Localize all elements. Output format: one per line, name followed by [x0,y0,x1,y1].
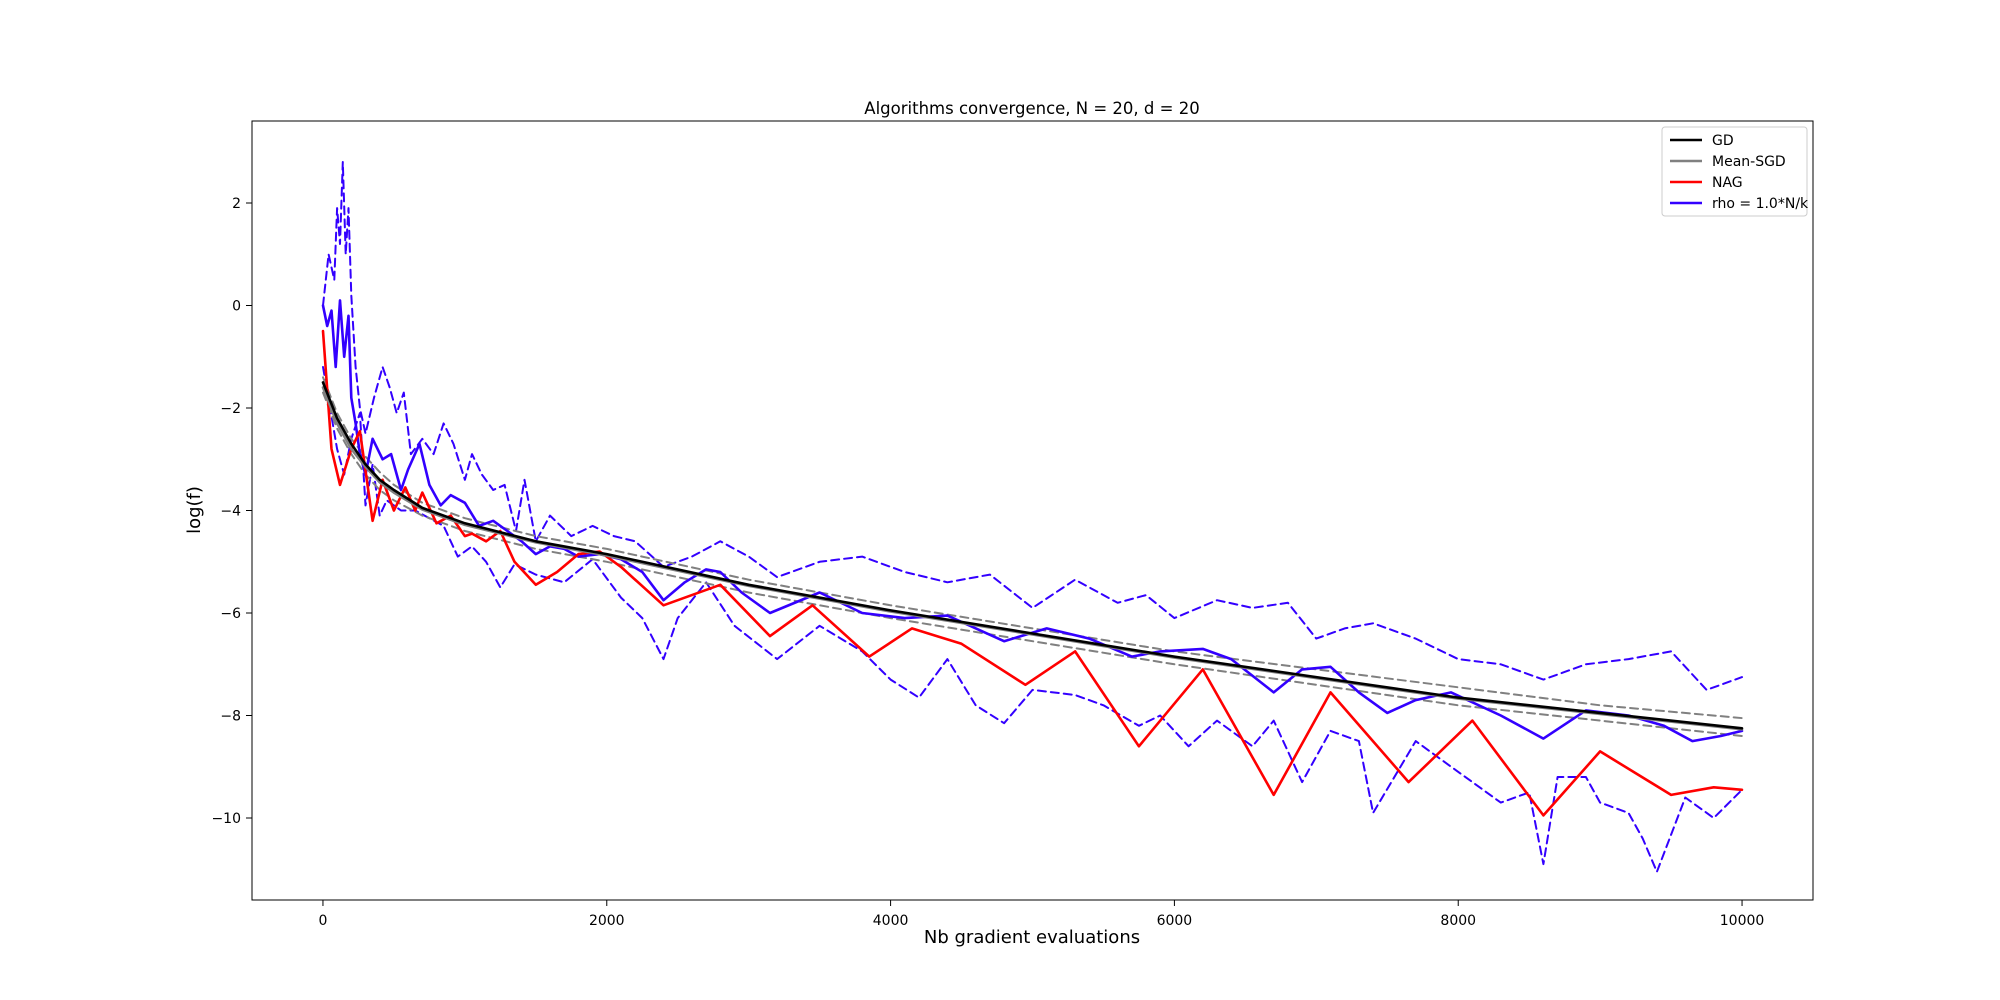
legend: GD Mean-SGD NAG rho = 1.0*N/k [1661,126,1809,217]
y-tick-label: −2 [220,401,241,417]
legend-frame [1661,126,1808,217]
x-tick-label: 6000 [1157,913,1193,929]
x-tick-label: 2000 [589,913,625,929]
y-tick-label: 2 [232,196,241,212]
series-rho-1-0-n-k-line [321,299,1744,743]
y-tick-label: 0 [232,299,241,315]
x-axis: 0 2000 4000 6000 8000 10000 [318,900,1764,929]
y-tick-label: −8 [220,709,241,725]
y-tick-label: −6 [220,606,241,622]
y-tick-label: −4 [220,504,241,520]
legend-label: GD [1712,133,1734,149]
y-axis: 2 0 −2 −4 −6 −8 −10 [211,196,252,827]
series-layer [321,161,1744,873]
dashed-band-line [322,161,1743,691]
y-tick-label: −10 [211,811,241,827]
legend-label: rho = 1.0*N/k [1712,196,1809,212]
legend-label: NAG [1712,175,1743,191]
dashed-band-line [322,391,1743,737]
x-tick-label: 10000 [1720,913,1765,929]
x-tick-label: 4000 [873,913,909,929]
x-tick-label: 0 [318,913,327,929]
x-axis-title: Nb gradient evaluations [924,927,1140,948]
x-tick-label: 8000 [1440,913,1476,929]
chart-title: Algorithms convergence, N = 20, d = 20 [864,99,1199,118]
legend-label: Mean-SGD [1712,154,1786,170]
series-gd-line [321,381,1744,730]
y-axis-title: log(f) [184,486,205,534]
dashed-band-line [322,366,1743,873]
